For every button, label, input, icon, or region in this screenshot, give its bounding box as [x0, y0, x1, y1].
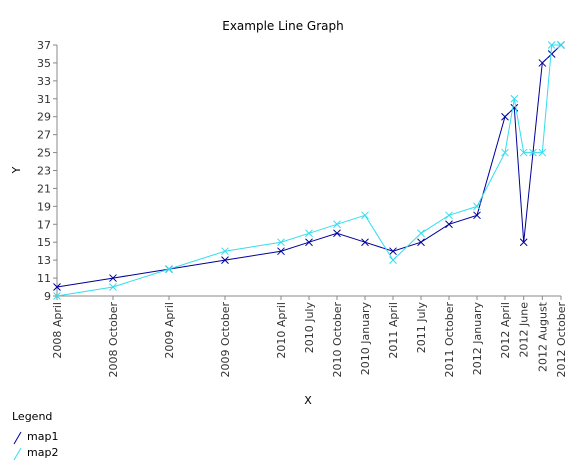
data-point-map1 [221, 256, 229, 264]
y-tick-label: 19 [37, 200, 51, 213]
data-point-map1 [389, 247, 397, 256]
data-point-map1 [445, 220, 453, 229]
y-axis-title: Y [10, 166, 23, 174]
x-tick-label: 2010 April [275, 302, 288, 359]
data-point-map2 [519, 148, 528, 157]
x-tick-label: 2011 April [387, 302, 400, 359]
data-point-map1 [277, 247, 285, 256]
x-tick-label: 2011 October [443, 302, 456, 378]
data-point-map2 [547, 41, 556, 49]
x-tick-label: 2010 October [331, 302, 344, 378]
x-axis-title: X [304, 394, 312, 407]
x-tick-label: 2009 October [219, 302, 232, 378]
y-tick-label: 33 [37, 75, 51, 88]
legend: Legend map1 map2 [12, 410, 58, 461]
y-tick-label: 17 [37, 218, 51, 231]
x-tick-label: 2011 July [415, 302, 428, 354]
legend-label-map1: map1 [27, 430, 58, 443]
data-point-map1 [333, 229, 341, 238]
x-tick-label: 2012 January [471, 302, 484, 376]
x-tick-label: 2012 June [518, 302, 531, 358]
y-tick-label: 31 [37, 93, 51, 106]
x-tick-label: 2008 April [51, 302, 64, 359]
y-tick-label: 21 [37, 182, 51, 195]
data-point-map1 [305, 238, 313, 247]
y-tick-label: 13 [37, 254, 51, 267]
y-tick-label: 35 [37, 57, 51, 70]
x-tick-label: 2009 April [163, 302, 176, 359]
data-point-map1 [109, 274, 117, 282]
y-tick-label: 25 [37, 147, 51, 160]
x-tick-label: 2008 October [107, 302, 120, 378]
data-point-map2 [333, 220, 341, 229]
x-tick-label: 2012 April [499, 302, 512, 359]
data-point-map2 [445, 211, 453, 220]
data-point-map2 [53, 292, 61, 300]
data-point-map2 [361, 211, 369, 220]
y-tick-label: 29 [37, 111, 51, 124]
data-point-map2 [501, 148, 509, 157]
y-tick-label: 11 [37, 272, 51, 285]
data-point-map2 [109, 283, 117, 291]
data-point-map1 [547, 50, 556, 58]
data-point-map2 [529, 148, 537, 157]
data-point-map2 [557, 41, 565, 49]
data-point-map2 [277, 238, 285, 247]
legend-swatch-map1 [13, 431, 22, 445]
data-point-map1 [473, 211, 481, 220]
data-point-map2 [417, 229, 425, 238]
legend-swatch-map2 [13, 447, 22, 461]
y-tick-label: 15 [37, 236, 51, 249]
y-tick-label: 23 [37, 165, 51, 178]
x-tick-label: 2010 July [303, 302, 316, 354]
data-point-map2 [165, 265, 173, 273]
data-point-map2 [389, 256, 397, 264]
series-line-map2 [56, 44, 561, 297]
legend-label-map2: map2 [27, 446, 58, 459]
series-line-map1 [56, 44, 562, 288]
y-tick-label: 9 [44, 290, 51, 303]
data-point-map2 [538, 148, 547, 157]
x-tick-label: 2010 January [359, 302, 372, 376]
data-point-map2 [473, 202, 481, 211]
data-point-map1 [501, 112, 509, 121]
data-point-map2 [221, 247, 229, 256]
y-tick-label: 37 [37, 39, 51, 52]
x-tick-label: 2012 August [536, 301, 549, 372]
x-tick-label: 2012 October [555, 302, 565, 378]
data-point-map1 [519, 238, 528, 247]
data-point-map2 [305, 229, 313, 238]
data-point-map1 [417, 238, 425, 247]
legend-title: Legend [12, 410, 52, 423]
data-point-map1 [538, 59, 547, 67]
data-point-map1 [53, 283, 61, 291]
chart-title: Example Line Graph [222, 19, 344, 33]
y-tick-label: 27 [37, 129, 51, 142]
plot-area: 9 11 13 15 17 19 21 23 25 27 29 31 33 35 37 2008 April 2… [37, 39, 565, 378]
data-point-map2 [510, 94, 519, 103]
data-point-map1 [361, 238, 369, 247]
